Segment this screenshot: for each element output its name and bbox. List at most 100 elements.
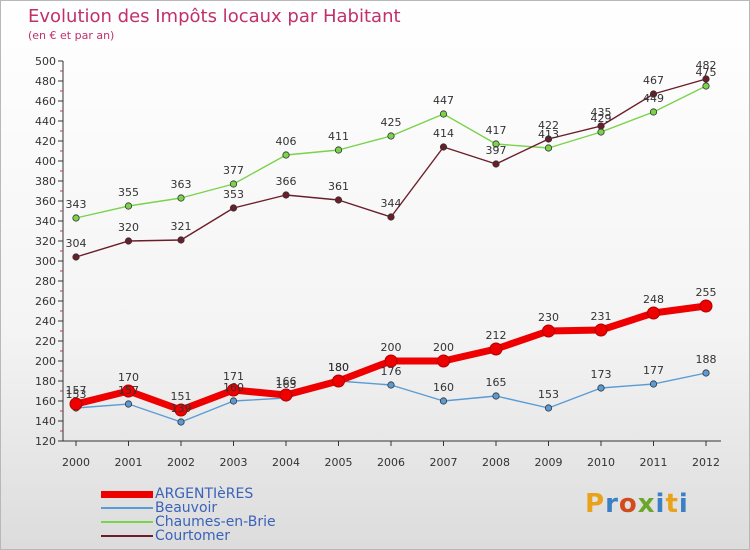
data-label: 176	[381, 365, 402, 378]
legend-label: Courtomer	[155, 528, 231, 544]
data-point	[387, 381, 395, 389]
x-tick-label: 2010	[587, 456, 615, 469]
x-tick-label: 2008	[482, 456, 510, 469]
legend-swatch	[101, 507, 153, 509]
data-point	[229, 397, 238, 405]
data-point	[177, 236, 185, 244]
x-tick-label: 2000	[62, 456, 90, 469]
legend-label: Beauvoir	[155, 500, 218, 516]
data-label: 255	[696, 286, 717, 299]
data-point	[174, 403, 188, 417]
y-tick-label: 340	[35, 215, 56, 228]
data-point	[387, 213, 395, 221]
data-label: 188	[696, 353, 717, 366]
data-label: 171	[223, 370, 244, 383]
proxiti-logo: Proxiti	[585, 489, 689, 519]
y-tick-label: 220	[35, 335, 56, 348]
data-point	[124, 237, 133, 245]
data-label: 304	[66, 237, 87, 250]
data-point	[229, 180, 238, 188]
data-point	[492, 392, 500, 400]
logo-letter: i	[655, 489, 666, 519]
legend-swatch	[101, 521, 153, 523]
data-label: 411	[328, 130, 349, 143]
data-point	[72, 214, 80, 222]
data-label: 467	[643, 74, 664, 87]
legend-item: Beauvoir	[101, 501, 217, 515]
legend-item: Courtomer	[101, 529, 230, 543]
x-tick-label: 2006	[377, 456, 405, 469]
y-tick-label: 320	[35, 235, 56, 248]
data-label: 377	[223, 164, 244, 177]
x-tick-label: 2012	[692, 456, 720, 469]
data-point	[489, 342, 503, 356]
x-tick-label: 2001	[115, 456, 143, 469]
data-label: 173	[591, 368, 612, 381]
data-point	[69, 397, 83, 411]
data-label: 166	[276, 375, 297, 388]
data-point	[702, 82, 710, 90]
data-label: 153	[538, 388, 559, 401]
logo-letter: P	[585, 489, 606, 519]
legend-swatch	[101, 535, 153, 537]
data-point	[544, 144, 553, 152]
data-point	[384, 354, 398, 368]
data-point	[282, 191, 290, 199]
data-label: 397	[486, 144, 507, 157]
data-point	[122, 384, 135, 398]
data-point	[279, 388, 293, 402]
data-labels: 343 355 363 377 406 411 425 447 417 413 429 449 475 3…	[66, 59, 717, 415]
data-label: 435	[591, 106, 612, 119]
data-label: 355	[118, 186, 139, 199]
data-label: 417	[486, 124, 507, 137]
legend-label: ARGENTIèRES	[155, 486, 254, 502]
axes: 120 140 160 180 200 220 240 260 280 300 320 340 360 3…	[35, 55, 721, 469]
y-tick-label: 380	[35, 175, 56, 188]
data-label: 447	[433, 94, 454, 107]
legend-item: ARGENTIèRES	[101, 487, 253, 501]
y-tick-label: 460	[35, 95, 56, 108]
data-label: 180	[328, 361, 349, 374]
data-label: 363	[171, 178, 192, 191]
data-label: 366	[276, 175, 297, 188]
data-point	[229, 204, 238, 212]
y-tick-label: 420	[35, 135, 56, 148]
data-point	[647, 306, 660, 320]
data-label: 151	[171, 390, 192, 403]
legend-swatch	[101, 490, 153, 498]
data-label: 200	[433, 341, 454, 354]
series-layer	[69, 75, 713, 426]
logo-letter: i	[678, 489, 689, 519]
chart-subtitle: (en € et par an)	[28, 29, 115, 42]
data-point	[177, 194, 185, 202]
data-point	[439, 143, 448, 151]
data-label: 482	[696, 59, 717, 72]
data-label: 361	[328, 180, 349, 193]
y-tick-label: 440	[35, 115, 56, 128]
data-label: 180	[328, 361, 349, 374]
data-label: 170	[118, 371, 139, 384]
data-point	[334, 146, 343, 154]
data-label: 321	[171, 220, 192, 233]
data-label: 344	[381, 197, 402, 210]
x-tick-label: 2004	[272, 456, 300, 469]
y-tick-label: 240	[35, 315, 56, 328]
data-point	[177, 418, 185, 426]
data-point	[282, 151, 290, 159]
data-point	[699, 299, 713, 313]
data-point	[439, 110, 448, 118]
x-tick-label: 2003	[220, 456, 248, 469]
data-label: 248	[643, 293, 664, 306]
data-label: 231	[591, 310, 612, 323]
data-point	[439, 397, 448, 405]
data-point	[649, 380, 658, 388]
data-point	[544, 135, 553, 143]
data-label: 425	[381, 116, 402, 129]
y-tick-label: 120	[35, 435, 56, 448]
data-point	[702, 75, 710, 83]
data-label: 406	[276, 135, 297, 148]
data-label: 230	[538, 311, 559, 324]
y-tick-label: 360	[35, 195, 56, 208]
